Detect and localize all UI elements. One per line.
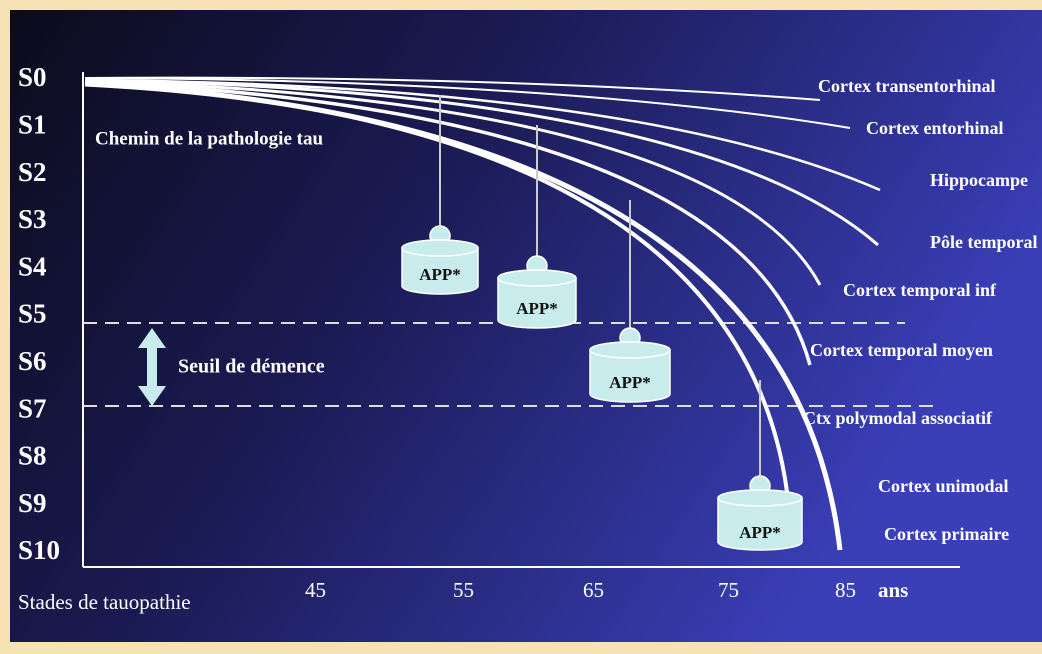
- stage-label: S3: [18, 204, 47, 234]
- stage-label: S1: [18, 110, 47, 140]
- app-label: APP*: [739, 523, 781, 542]
- app-label: APP*: [419, 265, 461, 284]
- x-tick-label: 65: [583, 578, 604, 602]
- region-label: Cortex primaire: [884, 524, 1009, 544]
- x-unit: ans: [878, 578, 908, 602]
- region-label: Cortex transentorhinal: [818, 76, 995, 96]
- app-label: APP*: [609, 373, 651, 392]
- region-label: Hippocampe: [930, 170, 1028, 190]
- stage-label: S0: [18, 62, 47, 92]
- region-label: Pôle temporal: [930, 232, 1037, 252]
- stage-label: S9: [18, 488, 47, 518]
- region-labels: Cortex transentorhinal Cortex entorhinal H…: [803, 76, 1037, 544]
- region-label: Ctx polymodal associatif: [803, 408, 993, 428]
- stage-label: S4: [18, 251, 47, 281]
- region-label: Cortex entorhinal: [866, 118, 1003, 138]
- curves: [84, 76, 881, 551]
- stage-labels: S0 S1 S2 S3 S4 S5 S6 S7 S8 S9 S10: [18, 62, 60, 565]
- stage-label: S8: [18, 441, 47, 471]
- x-tick-label: 45: [305, 578, 326, 602]
- region-label: Cortex unimodal: [878, 476, 1009, 496]
- x-tick-label: 85: [835, 578, 856, 602]
- path-label: Chemin de la pathologie tau: [95, 128, 323, 149]
- region-label: Cortex temporal moyen: [810, 340, 993, 360]
- stage-label: S5: [18, 299, 47, 329]
- region-label: Cortex temporal inf: [843, 280, 997, 300]
- stage-label: S10: [18, 535, 60, 565]
- x-tick-label: 75: [718, 578, 739, 602]
- app-label: APP*: [516, 299, 558, 318]
- x-tick-labels: 45 55 65 75 85: [305, 578, 856, 602]
- app-markers: [401, 95, 803, 551]
- stage-label: S2: [18, 157, 47, 187]
- x-tick-label: 55: [453, 578, 474, 602]
- stage-label: S6: [18, 346, 47, 376]
- threshold-arrow: [138, 328, 166, 406]
- threshold-label: Seuil de démence: [178, 356, 325, 378]
- x-axis-label: Stades de tauopathie: [18, 590, 191, 614]
- stage-label: S7: [18, 393, 47, 423]
- content: APP* APP* APP* APP* Chemin de la patholo…: [18, 62, 1037, 614]
